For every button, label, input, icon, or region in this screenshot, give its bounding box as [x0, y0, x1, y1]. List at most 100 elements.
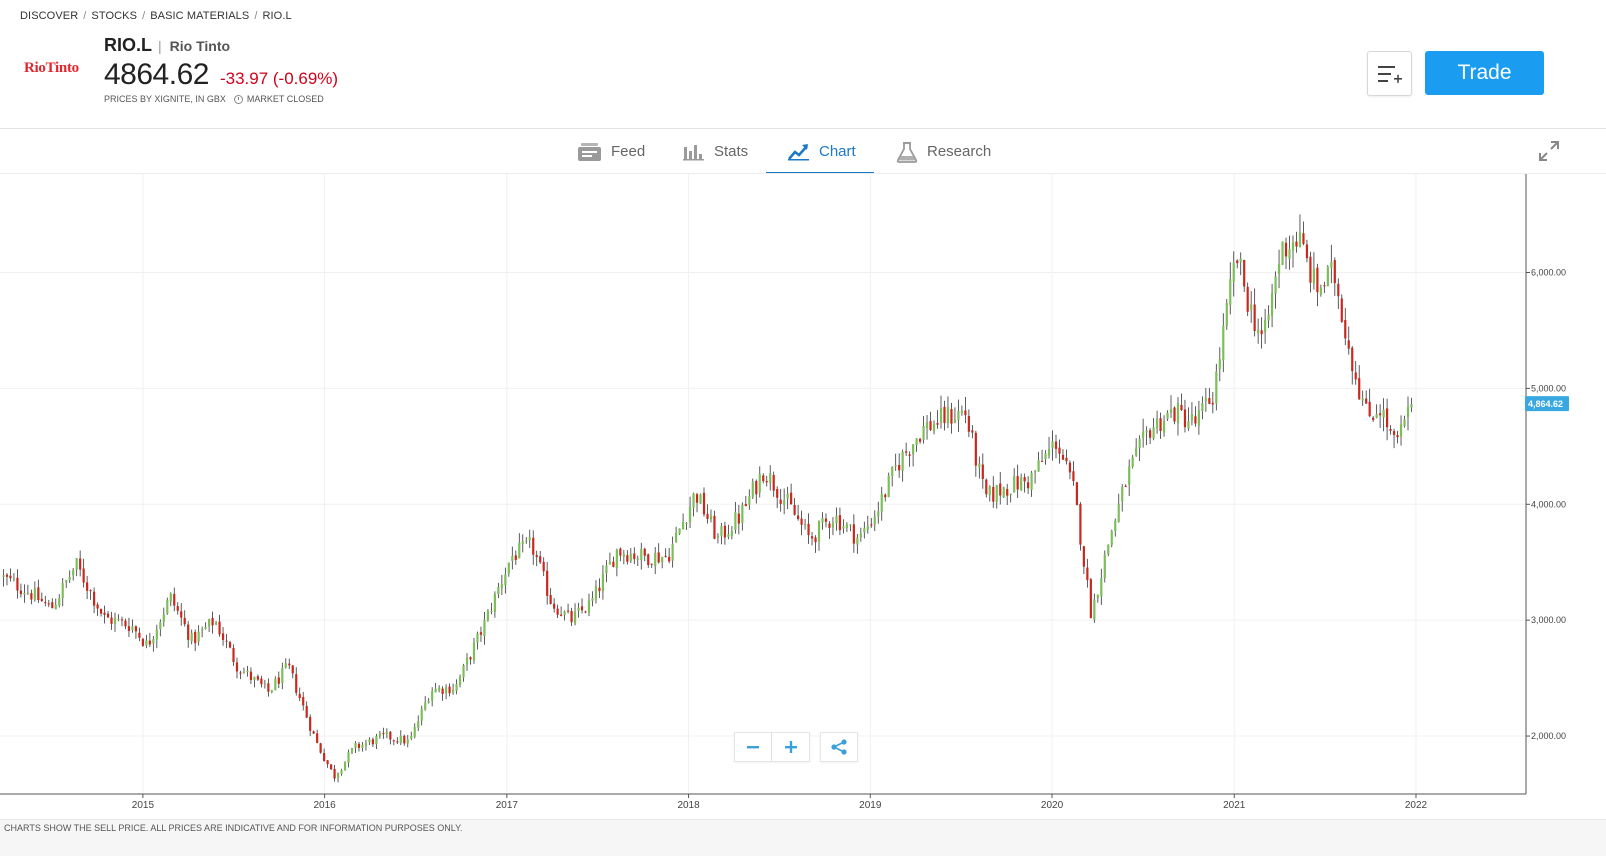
candle-down — [974, 432, 977, 466]
candle-up — [957, 410, 960, 420]
candle-up — [629, 553, 632, 562]
candle-up — [458, 676, 462, 686]
candle-up — [201, 629, 204, 631]
tab-research-label: Research — [927, 143, 992, 160]
zoom-in-button[interactable] — [772, 732, 810, 762]
breadcrumb-basic-materials[interactable]: BASIC MATERIALS — [150, 10, 250, 22]
candle-down — [44, 602, 47, 604]
candle-up — [622, 554, 625, 557]
zoom-out-button[interactable] — [734, 732, 772, 762]
tab-bar: Feed Stats Chart — [0, 129, 1606, 174]
breadcrumb-stocks[interactable]: STOCKS — [91, 10, 138, 22]
candle-down — [598, 587, 601, 592]
candle-down — [898, 464, 901, 471]
x-tick-label: 2015 — [132, 800, 155, 811]
tab-stats[interactable]: Stats — [683, 129, 748, 174]
candle-up — [507, 562, 510, 574]
candle-up — [783, 500, 786, 505]
candle-down — [793, 505, 796, 515]
candle-up — [1138, 438, 1141, 449]
x-tick-label: 2017 — [496, 800, 519, 811]
candle-up — [350, 748, 354, 753]
tab-feed[interactable]: Feed — [577, 129, 645, 174]
candle-up — [636, 558, 639, 560]
candle-down — [612, 561, 615, 567]
candle-down — [1344, 320, 1347, 339]
candle-down — [776, 489, 779, 498]
candle-down — [176, 606, 179, 611]
candle-up — [465, 658, 469, 665]
candle-down — [232, 648, 235, 662]
candle-down — [291, 665, 294, 674]
candle-up — [162, 614, 165, 622]
candle-down — [884, 494, 887, 498]
candle-up — [1361, 398, 1364, 401]
add-to-watchlist-button[interactable] — [1367, 51, 1412, 96]
candle-down — [1023, 477, 1026, 482]
candle-up — [1131, 457, 1134, 467]
price-chart[interactable]: 6,000.00 5,000.00 4,000.00 3,000.00 2,000.00… — [0, 174, 1606, 819]
candle-down — [1260, 330, 1263, 335]
candle-down — [1309, 256, 1312, 283]
candle-down — [584, 611, 587, 613]
candle-down — [647, 554, 650, 566]
candle-up — [61, 583, 64, 599]
candle-up — [476, 633, 479, 643]
candle-down — [302, 697, 305, 706]
candle-up — [284, 663, 287, 668]
candle-up — [1013, 475, 1016, 493]
share-chart-button[interactable] — [820, 732, 858, 762]
candle-up — [155, 629, 158, 640]
candle-up — [1264, 320, 1267, 333]
candle-down — [235, 662, 239, 672]
candle-down — [1149, 430, 1152, 438]
candle-up — [821, 518, 824, 523]
candle-up — [563, 611, 566, 615]
candle-down — [1316, 267, 1319, 293]
tab-research[interactable]: Research — [896, 129, 991, 174]
candle-up — [204, 627, 207, 629]
y-axis-labels: 6,000.00 5,000.00 4,000.00 3,000.00 2,000.00 — [1526, 268, 1566, 741]
candle-down — [779, 499, 782, 504]
candle-up — [1002, 487, 1005, 498]
candle-down — [936, 423, 939, 425]
y-tick-label: 4,000.00 — [1531, 499, 1566, 509]
trade-button[interactable]: Trade — [1425, 51, 1544, 95]
candle-up — [912, 444, 915, 455]
candle-up — [159, 622, 162, 630]
price-meta: PRICES BY XIGNITE, IN GBX MARKET CLOSED — [104, 94, 324, 104]
expand-chart-button[interactable] — [1538, 140, 1560, 162]
candle-up — [1410, 404, 1413, 408]
candle-up — [709, 515, 713, 520]
candle-up — [615, 549, 618, 568]
candle-up — [1128, 466, 1131, 485]
candle-down — [668, 556, 671, 562]
candle-up — [1107, 544, 1110, 555]
candle-down — [448, 686, 451, 694]
candle-down — [1065, 457, 1068, 462]
candle-up — [692, 493, 695, 508]
vertical-grid — [142, 174, 1417, 794]
tab-chart[interactable]: Chart — [766, 129, 874, 174]
zoom-controls — [734, 732, 810, 762]
candle-up — [504, 574, 507, 586]
breadcrumb-discover[interactable]: DISCOVER — [20, 10, 79, 22]
candle-up — [1375, 414, 1378, 418]
candle-up — [528, 537, 531, 541]
candle-down — [824, 518, 828, 522]
candle-down — [800, 518, 803, 525]
candle-up — [758, 473, 761, 493]
candle-down — [1236, 260, 1239, 264]
candle-up — [1169, 409, 1173, 413]
candle-down — [277, 677, 280, 684]
candle-down — [40, 598, 43, 601]
candle-down — [124, 620, 127, 627]
candle-up — [1222, 325, 1225, 361]
clock-icon — [233, 94, 243, 104]
candle-up — [842, 526, 845, 529]
candle-up — [1201, 403, 1204, 412]
candle-down — [228, 642, 232, 648]
candle-up — [769, 473, 772, 484]
chart-disclaimer: CHARTS SHOW THE SELL PRICE. ALL PRICES A… — [0, 819, 1606, 856]
candle-up — [925, 422, 929, 428]
